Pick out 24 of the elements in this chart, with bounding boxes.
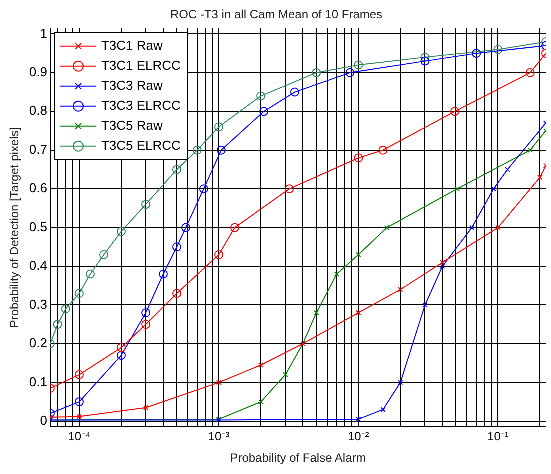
legend-label: T3C3 ELRCC — [101, 98, 181, 113]
y-axis-title: Probability of Detection [Target pixels] — [8, 127, 22, 328]
legend-label: T3C5 ELRCC — [101, 138, 181, 153]
y-tick-label: 0 — [40, 412, 48, 428]
x-axis-title: Probability of False Alarm — [230, 451, 366, 466]
legend-label: T3C3 Raw — [101, 78, 164, 93]
y-tick-label: 0.7 — [29, 142, 48, 157]
y-tick-label: 0.2 — [29, 336, 48, 351]
y-tick-label: 0.8 — [29, 103, 48, 118]
x-tick-label: 10⁻³ — [208, 430, 230, 444]
x-tick-label: 10⁻⁴ — [68, 430, 91, 444]
legend-label: T3C1 Raw — [101, 38, 164, 53]
y-tick-label: 0.1 — [29, 374, 48, 390]
legend-label: T3C5 Raw — [101, 118, 164, 133]
y-tick-label: 0.5 — [29, 219, 48, 234]
legend-label: T3C1 ELRCC — [101, 58, 181, 73]
x-tick-label: 10⁻¹ — [488, 430, 509, 444]
y-tick-label: 0.6 — [29, 180, 48, 196]
y-tick-label: 1 — [40, 26, 48, 41]
y-tick-label: 0.9 — [29, 64, 48, 80]
y-tick-label: 0.4 — [29, 258, 48, 274]
chart-title: ROC -T3 in all Cam Mean of 10 Frames — [170, 8, 383, 22]
y-tick-label: 0.3 — [29, 296, 48, 312]
x-tick-label: 10⁻² — [348, 430, 370, 444]
